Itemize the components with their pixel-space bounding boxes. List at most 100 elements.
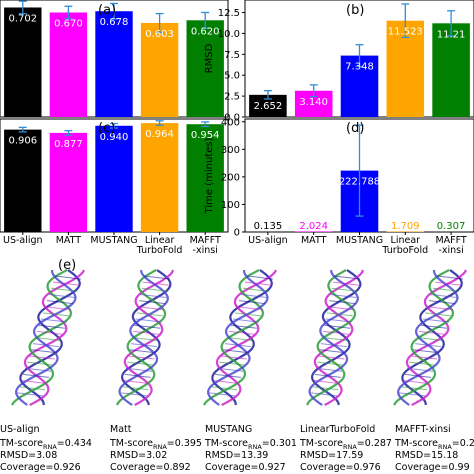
base-pair-rung	[40, 318, 68, 323]
data-label: 0.135	[254, 221, 283, 232]
base-pair-rung	[208, 392, 236, 397]
base-pair-rung	[42, 312, 70, 317]
caption-rmsd: RMSD=17.59	[300, 450, 363, 461]
base-pair-rung	[122, 386, 149, 391]
data-label: 2.652	[254, 101, 283, 112]
base-pair-rung	[28, 355, 56, 360]
base-pair-rung	[38, 324, 66, 329]
chart-panel-c: 00.20.40.60.80.9060.8770.9400.9640.954(c…	[0, 118, 229, 233]
base-pair-rung	[242, 287, 270, 292]
base-pair-rung	[325, 318, 352, 323]
caption-coverage: Coverage=0.976	[300, 462, 381, 473]
caption-method: Matt	[110, 424, 132, 435]
panel-label: (b)	[346, 3, 364, 18]
base-pair-rung	[323, 330, 350, 335]
data-label: 0.678	[100, 17, 129, 28]
data-label: 0.620	[191, 26, 220, 37]
panel-label: (a)	[98, 3, 116, 18]
structure-caption: US-align TM-scoreRNA=0.434RMSD=3.08Covera…	[0, 424, 92, 473]
base-pair-rung	[428, 300, 456, 305]
base-pair-rung	[218, 361, 246, 366]
base-pair-rung	[141, 287, 168, 292]
x-tick-label: Linear	[145, 235, 175, 246]
data-label: 0.940	[100, 132, 129, 143]
base-pair-rung	[232, 318, 260, 323]
base-pair-rung	[30, 349, 58, 354]
base-pair-rung	[48, 293, 76, 298]
base-pair-rung	[240, 293, 268, 298]
panel-e-structures: (e)US-alignTM-scoreRNA=0.434RMSD=3.08Cov…	[0, 258, 474, 473]
bar	[95, 125, 133, 232]
rna-structure-superposition	[203, 269, 277, 406]
bar	[186, 20, 224, 118]
base-pair-rung	[34, 337, 62, 341]
base-pair-rung	[426, 306, 454, 311]
base-pair-rung	[400, 386, 428, 391]
bar	[4, 129, 42, 232]
data-label: 0.877	[54, 139, 83, 150]
data-label: 222.788	[339, 177, 380, 188]
base-pair-rung	[226, 337, 254, 341]
chart-panel-d: 0 100 200 300 400 Time (minutes) 0.135 2.024 222…	[204, 117, 474, 239]
base-pair-rung	[432, 287, 460, 292]
base-pair-rung	[216, 367, 244, 372]
base-pair-rung	[20, 380, 48, 385]
base-pair-rung	[44, 306, 72, 311]
base-pair-rung	[136, 312, 163, 317]
base-pair-rung	[238, 300, 266, 305]
x-tick-label: Linear	[391, 235, 421, 246]
base-pair-rung	[18, 386, 46, 391]
base-pair-rung	[16, 392, 44, 397]
base-pair-rung	[46, 300, 74, 305]
base-pair-rung	[244, 281, 272, 286]
caption-tm-score: TM-scoreRNA=0.395	[109, 438, 202, 451]
base-pair-rung	[24, 367, 52, 372]
base-pair-rung	[131, 337, 159, 341]
base-pair-rung	[234, 312, 262, 317]
caption-method: LinearTurboFold	[300, 424, 375, 435]
y-tick-label: 5.0	[224, 71, 240, 82]
base-pair-rung	[430, 293, 458, 298]
base-pair-rung	[319, 349, 346, 354]
y-tick-label: 200	[221, 172, 240, 183]
bar	[294, 231, 333, 232]
caption-rmsd: RMSD=13.39	[205, 450, 268, 461]
panel-label: (d)	[346, 121, 364, 136]
x-tick-label: TurboFold	[381, 245, 428, 256]
x-tick-label: TurboFold	[136, 245, 183, 256]
base-pair-rung	[121, 392, 148, 397]
caption-coverage: Coverage=0.927	[205, 462, 286, 473]
base-pair-rung	[135, 318, 162, 323]
base-pair-rung	[326, 312, 353, 317]
base-pair-rung	[125, 367, 153, 372]
bar	[249, 94, 287, 117]
x-tick-label: US-align	[248, 235, 288, 246]
base-pair-rung	[424, 312, 452, 317]
base-pair-rung	[222, 349, 250, 354]
y-tick-label: 0	[234, 228, 240, 239]
x-tick-label: -xinsi	[193, 245, 218, 256]
structure-caption: Matt TM-scoreRNA=0.395RMSD=3.02Coverage=0…	[109, 424, 202, 473]
base-pair-rung	[214, 373, 242, 378]
data-label: 0.670	[54, 18, 83, 29]
base-pair-rung	[398, 392, 426, 397]
caption-rmsd: RMSD=3.02	[110, 450, 167, 461]
base-pair-rung	[133, 330, 160, 335]
structure-caption: MAFFT-xinsi TM-scoreRNA=0.2RMSD=15.18Cove…	[394, 424, 474, 473]
base-pair-rung	[26, 361, 54, 366]
data-label: 0.702	[8, 13, 37, 24]
base-pair-rung	[406, 367, 434, 372]
base-pair-rung	[402, 380, 430, 385]
base-pair-rung	[127, 361, 154, 366]
data-label: 0.906	[8, 136, 37, 147]
caption-method: MAFFT-xinsi	[395, 424, 451, 435]
caption-method: US-align	[0, 424, 40, 435]
bar	[49, 12, 88, 118]
y-tick-label: 300	[221, 145, 240, 156]
base-pair-rung	[332, 281, 359, 286]
base-pair-rung	[314, 373, 341, 378]
x-tick-label: MATT	[56, 235, 82, 246]
base-pair-rung	[324, 324, 351, 329]
base-pair-rung	[420, 324, 448, 329]
